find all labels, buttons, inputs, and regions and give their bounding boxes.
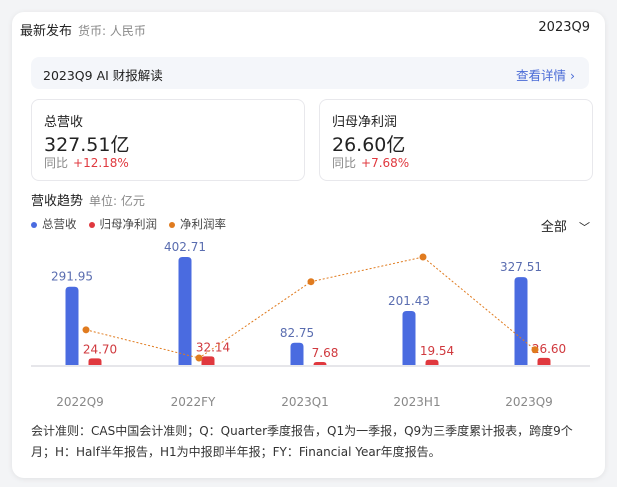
chevron-down-icon: ﹀ [579, 221, 590, 234]
kpi-label: 归母净利润 [332, 115, 398, 130]
kpi-yoy: 同比 +7.68% [332, 156, 410, 170]
profit-data-label: 19.54 [420, 344, 454, 358]
profit-bar [201, 356, 215, 365]
kpi-label: 总营收 [44, 115, 84, 130]
period-label: 2023Q9 [538, 20, 590, 35]
x-tick-label: 2023H1 [393, 395, 440, 409]
currency-label: 货币: 人民币 [78, 24, 146, 38]
margin-line [85, 256, 536, 359]
revenue-bar [402, 310, 416, 365]
x-tick-label: 2022FY [171, 395, 216, 409]
revenue-bar [514, 277, 528, 365]
header-title: 最新发布 [20, 24, 73, 39]
kpi-value: 26.60亿 [332, 134, 406, 156]
margin-point [82, 326, 90, 334]
margin-point [307, 278, 315, 286]
revenue-data-label: 201.43 [388, 294, 430, 308]
ai-report-banner[interactable]: 2023Q9 AI 财报解读 查看详情 › [31, 57, 589, 89]
section-title: 营收趋势 单位: 亿元 [31, 194, 145, 209]
chevron-right-icon: › [570, 68, 575, 83]
revenue-bar [290, 342, 304, 365]
margin-point [531, 346, 539, 354]
profit-bar [425, 359, 439, 365]
footnote: 会计准则：CAS中国会计准则；Q：Quarter季度报告，Q1为一季报，Q9为三… [31, 424, 573, 459]
dot-icon [169, 221, 175, 228]
profit-bar [537, 357, 551, 365]
legend-item-profit[interactable]: 归母净利润 [88, 216, 157, 232]
header: 最新发布 货币: 人民币 [20, 20, 146, 39]
kpi-revenue: 总营收 327.51亿 同比 +12.18% [31, 99, 305, 181]
kpi-net-profit: 归母净利润 26.60亿 同比 +7.68% [319, 99, 593, 181]
revenue-data-label: 327.51 [500, 260, 542, 274]
unit-label: 单位: 亿元 [89, 194, 145, 208]
view-details-link[interactable]: 查看详情 › [516, 68, 575, 83]
revenue-data-label: 82.75 [280, 326, 314, 340]
margin-point [419, 253, 427, 261]
period-filter-dropdown[interactable]: 全部 ﹀ [540, 220, 590, 235]
revenue-data-label: 291.95 [51, 270, 93, 284]
x-tick-label: 2023Q9 [505, 395, 553, 409]
profit-data-label: 24.70 [83, 342, 117, 356]
margin-point [195, 354, 203, 362]
revenue-data-label: 402.71 [164, 240, 206, 254]
legend: 总营收 归母净利润 净利润率 [31, 216, 226, 232]
kpi-yoy: 同比 +12.18% [44, 156, 129, 170]
dot-icon [31, 221, 37, 228]
revenue-bar [65, 286, 79, 365]
legend-item-margin[interactable]: 净利润率 [169, 216, 226, 232]
dot-icon [88, 221, 95, 228]
revenue-bar [178, 257, 192, 365]
profit-data-label: 26.60 [532, 342, 566, 356]
financial-card [12, 12, 605, 478]
x-tick-label: 2022Q9 [56, 395, 104, 409]
profit-data-label: 7.68 [312, 346, 339, 360]
profit-data-label: 32.14 [196, 340, 230, 354]
x-tick-label: 2023Q1 [281, 395, 329, 409]
profit-bar [88, 358, 102, 365]
ai-report-label: 2023Q9 AI 财报解读 [43, 68, 163, 83]
legend-item-revenue[interactable]: 总营收 [31, 216, 77, 232]
kpi-value: 327.51亿 [44, 134, 130, 156]
profit-bar [313, 362, 327, 365]
